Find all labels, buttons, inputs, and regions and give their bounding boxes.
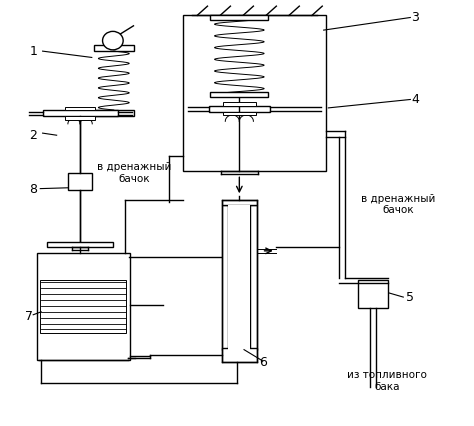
Bar [36,253,130,360]
Circle shape [102,32,123,50]
Bar [183,15,326,171]
Text: 1: 1 [29,45,37,58]
Bar [223,112,256,115]
Bar [94,45,134,51]
Bar [47,242,113,248]
Bar [65,106,95,110]
Bar [223,102,256,106]
Text: в дренажный
бачок: в дренажный бачок [97,162,171,184]
Text: 7: 7 [25,310,33,322]
Text: в дренажный
бачок: в дренажный бачок [362,194,436,216]
Bar [65,116,95,120]
Bar [228,204,250,350]
Bar [43,110,118,116]
Bar [357,280,388,308]
Bar [222,204,228,350]
Text: 3: 3 [411,11,419,24]
Bar [250,204,257,350]
Text: 4: 4 [411,93,419,106]
Bar [209,106,270,112]
Bar [222,348,257,362]
Bar [94,110,134,116]
Text: 2: 2 [29,129,37,142]
Text: из топливного
бака: из топливного бака [347,370,427,392]
Text: 8: 8 [29,183,37,196]
Bar [210,92,268,98]
Bar [210,15,268,20]
Bar [222,199,257,204]
Bar [68,173,92,190]
Text: 6: 6 [259,356,267,369]
Bar [40,280,127,333]
Text: 5: 5 [406,291,414,304]
